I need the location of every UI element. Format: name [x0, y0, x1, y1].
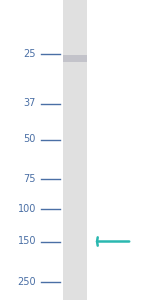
Text: 37: 37: [24, 98, 36, 109]
Text: 250: 250: [17, 277, 36, 287]
Text: 150: 150: [18, 236, 36, 247]
Text: 100: 100: [18, 203, 36, 214]
Bar: [63, 55, 87, 62]
Text: 50: 50: [24, 134, 36, 145]
Text: 75: 75: [24, 173, 36, 184]
Bar: [63, 0, 87, 300]
Text: 25: 25: [24, 49, 36, 59]
